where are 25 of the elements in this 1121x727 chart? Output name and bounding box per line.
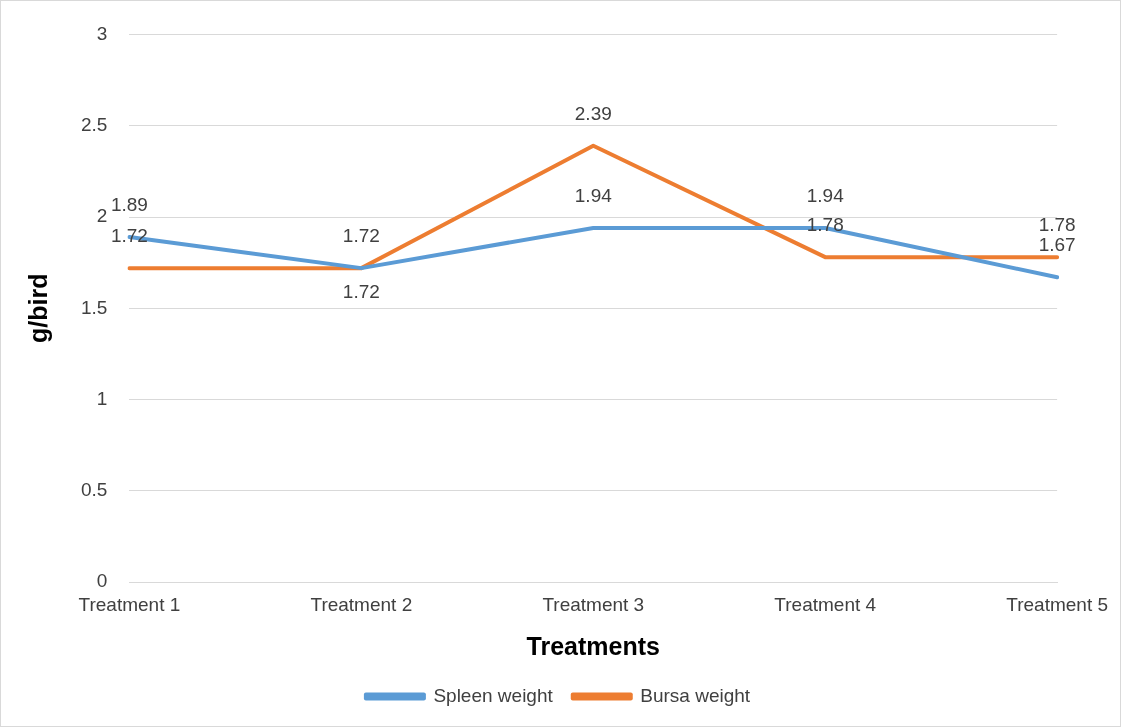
data-label: 1.72 — [110, 224, 148, 246]
y-tick-label: 1 — [96, 387, 108, 409]
x-tick-label: Treatment 3 — [542, 593, 645, 615]
y-tick-label: 0 — [96, 570, 108, 592]
x-tick-label: Treatment 5 — [1006, 593, 1108, 615]
x-tick-label: Treatment 1 — [78, 593, 181, 615]
y-tick-label: 2.5 — [80, 113, 108, 135]
x-tick-label: Treatment 2 — [310, 593, 413, 615]
data-label: 2.39 — [574, 102, 612, 124]
y-axis-title: g/bird — [23, 273, 52, 344]
x-axis-title: Treatments — [526, 631, 660, 660]
y-tick-label: 2 — [96, 205, 108, 227]
data-label: 1.67 — [1038, 233, 1076, 255]
y-tick-label: 1.5 — [80, 296, 108, 318]
y-tick-label: 3 — [96, 22, 108, 44]
legend-label: Spleen weight — [433, 684, 554, 706]
data-label: 1.89 — [110, 193, 148, 215]
legend-label: Bursa weight — [640, 684, 751, 706]
data-label: 1.72 — [342, 224, 380, 246]
x-tick-label: Treatment 4 — [774, 593, 877, 615]
data-label: 1.94 — [806, 184, 845, 206]
data-label: 1.78 — [1038, 213, 1076, 235]
data-label: 1.94 — [574, 184, 613, 206]
data-label: 1.72 — [342, 280, 380, 302]
y-tick-label: 0.5 — [80, 479, 108, 501]
